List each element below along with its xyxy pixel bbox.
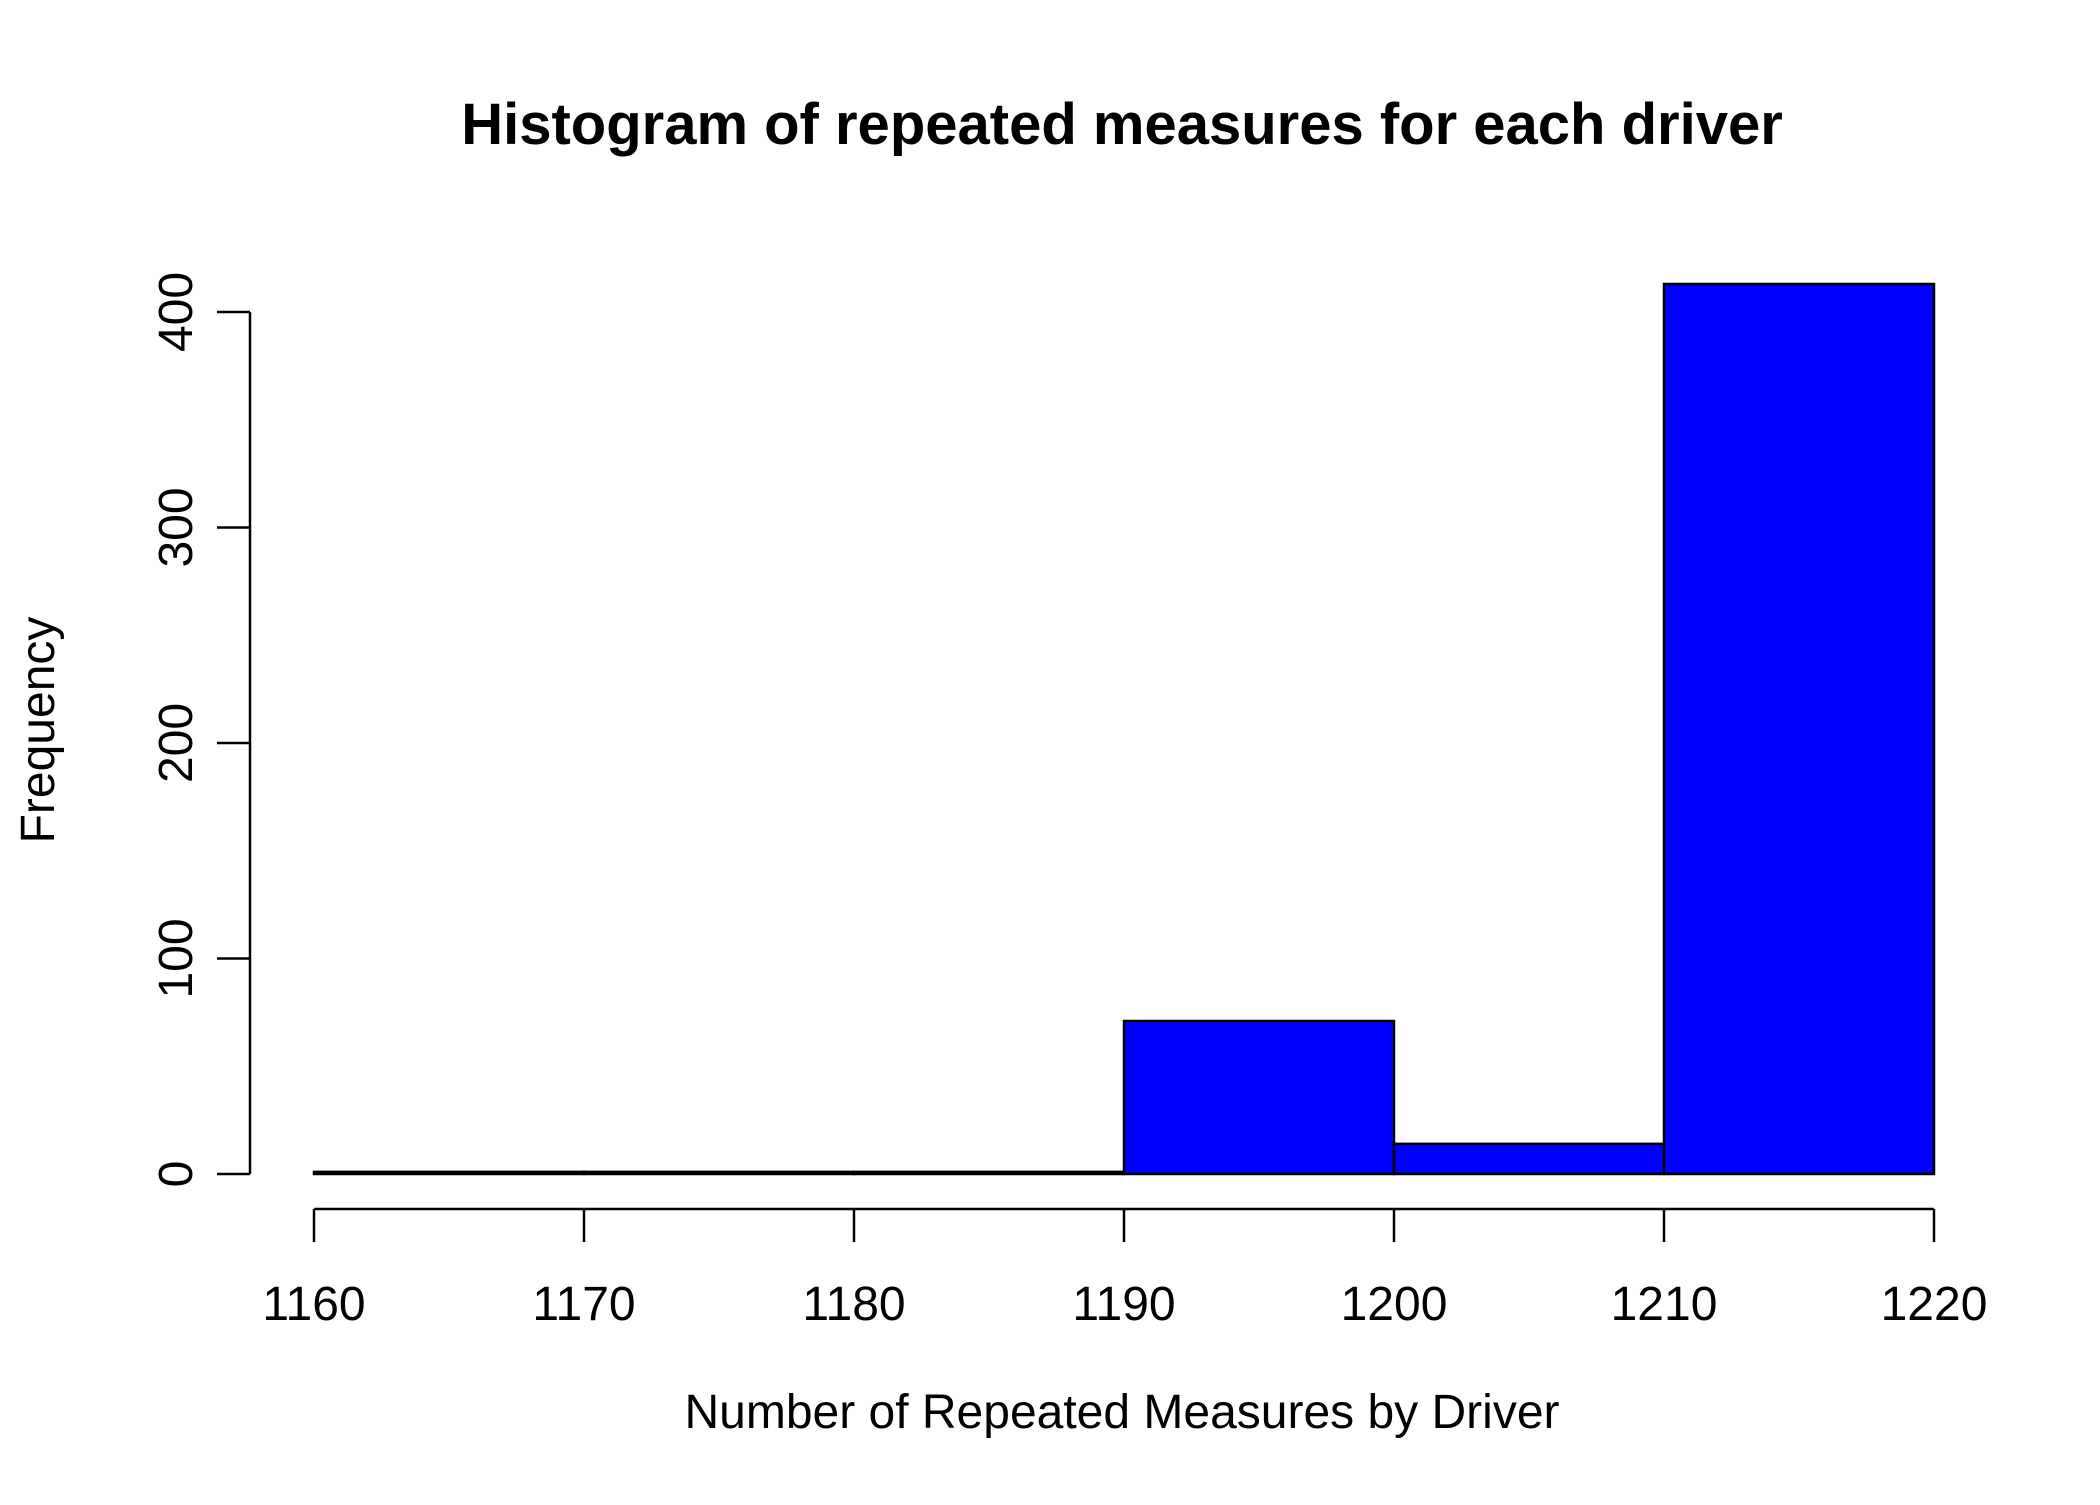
x-tick-label: 1170 (532, 1278, 635, 1331)
x-axis-label: Number of Repeated Measures by Driver (684, 1386, 1559, 1439)
y-tick-label: 400 (150, 272, 203, 352)
y-tick-label: 100 (150, 918, 203, 998)
histogram-bar-1180-1190 (852, 1170, 1126, 1176)
x-tick-label: 1180 (802, 1278, 905, 1331)
bars-layer (312, 282, 1936, 1176)
histogram-bar-1200-1210 (1392, 1142, 1666, 1176)
y-ticks-layer: 0 100 200 300 400 (150, 272, 250, 1187)
histogram-bar-1210-1220 (1662, 282, 1936, 1176)
chart-title: Histogram of repeated measures for each … (461, 92, 1783, 157)
histogram-bar-1160-1170 (312, 1170, 586, 1176)
histogram-bar-1170-1180 (582, 1170, 856, 1176)
y-tick-label: 200 (150, 703, 203, 783)
x-tick-label: 1210 (1611, 1278, 1718, 1331)
histogram-bar-1190-1200 (1122, 1019, 1396, 1176)
x-ticks-layer: 1160 1170 1180 1190 1200 1210 1220 (262, 1209, 1987, 1331)
y-tick-label: 0 (150, 1161, 203, 1188)
y-axis-label: Frequency (12, 617, 65, 844)
x-tick-label: 1190 (1072, 1278, 1175, 1331)
x-tick-label: 1160 (262, 1278, 365, 1331)
x-tick-label: 1200 (1341, 1278, 1448, 1331)
x-tick-label: 1220 (1881, 1278, 1988, 1331)
y-tick-label: 300 (150, 487, 203, 567)
